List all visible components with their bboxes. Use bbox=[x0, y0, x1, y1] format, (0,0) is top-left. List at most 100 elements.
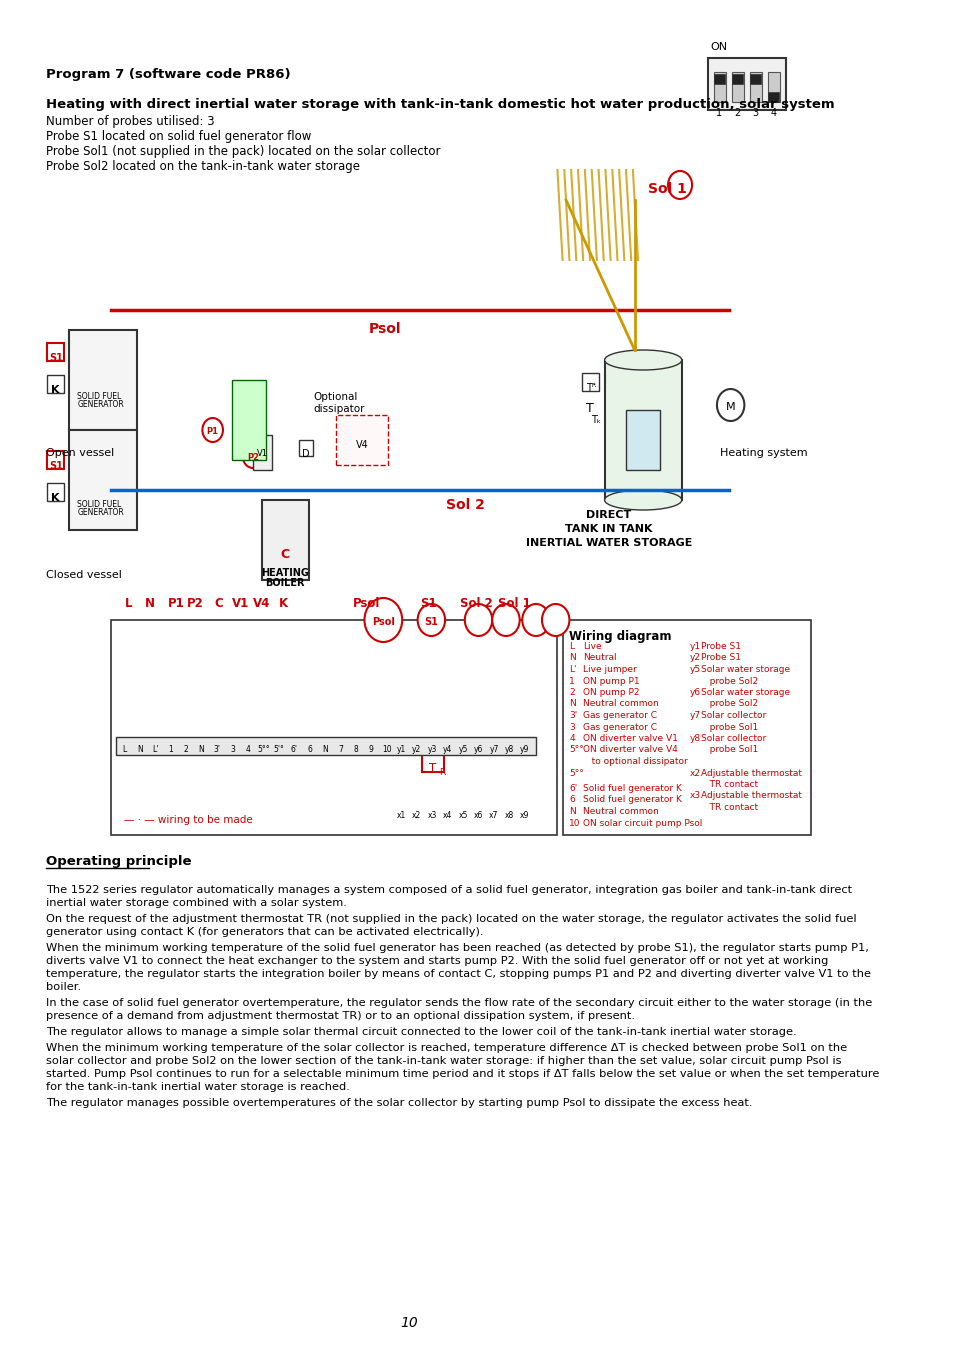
Text: GENERATOR: GENERATOR bbox=[77, 508, 124, 517]
Text: When the minimum working temperature of the solid fuel generator has been reache: When the minimum working temperature of … bbox=[47, 944, 868, 953]
Text: N: N bbox=[145, 597, 155, 610]
Text: 5°°: 5°° bbox=[569, 768, 583, 778]
Circle shape bbox=[202, 418, 223, 441]
Text: N: N bbox=[569, 653, 576, 663]
Text: Neutral: Neutral bbox=[582, 653, 617, 663]
Text: Solid fuel generator K: Solid fuel generator K bbox=[582, 784, 681, 792]
Text: 3: 3 bbox=[230, 745, 234, 755]
Circle shape bbox=[242, 444, 263, 468]
Text: 8: 8 bbox=[354, 745, 358, 755]
Text: solar collector and probe Sol2 on the lower section of the tank-in-tank water st: solar collector and probe Sol2 on the lo… bbox=[47, 1056, 841, 1066]
Text: K: K bbox=[278, 597, 287, 610]
FancyBboxPatch shape bbox=[47, 451, 64, 468]
Text: diverts valve V1 to connect the heat exchanger to the system and starts pump P2.: diverts valve V1 to connect the heat exc… bbox=[47, 956, 828, 967]
Text: Psol: Psol bbox=[369, 323, 401, 336]
Text: Heating system: Heating system bbox=[720, 448, 807, 458]
Text: SOLID FUEL: SOLID FUEL bbox=[77, 500, 121, 509]
Text: P1: P1 bbox=[207, 427, 218, 436]
Text: 3: 3 bbox=[752, 108, 758, 117]
Text: V4: V4 bbox=[253, 597, 270, 610]
Text: S1: S1 bbox=[49, 352, 63, 363]
Text: L: L bbox=[122, 745, 127, 755]
Bar bbox=[335, 414, 387, 464]
Text: On the request of the adjustment thermostat TR (not supplied in the pack) locate: On the request of the adjustment thermos… bbox=[47, 914, 856, 923]
Text: y7: y7 bbox=[689, 711, 700, 720]
Text: Heating with direct inertial water storage with tank-in-tank domestic hot water : Heating with direct inertial water stora… bbox=[47, 99, 834, 111]
Text: T: T bbox=[585, 401, 594, 414]
Text: 6': 6' bbox=[569, 784, 578, 792]
Text: ON solar circuit pump Psol: ON solar circuit pump Psol bbox=[582, 818, 701, 828]
Text: L: L bbox=[569, 643, 574, 651]
Bar bbox=[115, 737, 536, 755]
Text: Live: Live bbox=[582, 643, 601, 651]
Text: Probe S1: Probe S1 bbox=[700, 643, 740, 651]
FancyBboxPatch shape bbox=[581, 373, 598, 391]
Text: probe Sol2: probe Sol2 bbox=[700, 676, 758, 686]
Ellipse shape bbox=[604, 490, 681, 510]
Text: BOILER: BOILER bbox=[265, 578, 304, 589]
Text: N: N bbox=[198, 745, 204, 755]
Text: N: N bbox=[569, 807, 576, 815]
Text: Tᴿ: Tᴿ bbox=[585, 383, 596, 393]
Text: x2: x2 bbox=[689, 768, 700, 778]
Text: ON diverter valve V4: ON diverter valve V4 bbox=[582, 745, 678, 755]
Text: ON pump P1: ON pump P1 bbox=[582, 676, 639, 686]
Text: 5°°: 5°° bbox=[569, 745, 583, 755]
Text: 10: 10 bbox=[569, 818, 580, 828]
Text: Optional: Optional bbox=[313, 392, 357, 402]
FancyBboxPatch shape bbox=[47, 343, 64, 360]
Text: — · — wiring to be made: — · — wiring to be made bbox=[124, 815, 253, 825]
Text: 1: 1 bbox=[569, 676, 575, 686]
Circle shape bbox=[364, 598, 402, 643]
Text: y8: y8 bbox=[504, 745, 514, 755]
Text: TR contact: TR contact bbox=[700, 803, 758, 811]
Text: M: M bbox=[725, 402, 735, 412]
Text: probe Sol2: probe Sol2 bbox=[700, 699, 758, 709]
Text: temperature, the regulator starts the integration boiler by means of contact C, : temperature, the regulator starts the in… bbox=[47, 969, 870, 979]
Text: Probe S1 located on solid fuel generator flow: Probe S1 located on solid fuel generator… bbox=[47, 130, 312, 143]
Circle shape bbox=[464, 603, 492, 636]
Text: x1: x1 bbox=[396, 810, 406, 819]
Text: 3: 3 bbox=[569, 722, 575, 732]
Text: D: D bbox=[302, 450, 310, 459]
Bar bbox=[69, 431, 137, 531]
Text: GENERATOR: GENERATOR bbox=[77, 400, 124, 409]
Text: x4: x4 bbox=[442, 810, 452, 819]
Text: P2: P2 bbox=[187, 597, 204, 610]
Text: Live jumper: Live jumper bbox=[582, 666, 637, 674]
Text: 5'°: 5'° bbox=[273, 745, 284, 755]
Text: started. Pump Psol continues to run for a selectable minimum time period and it : started. Pump Psol continues to run for … bbox=[47, 1069, 879, 1079]
Text: inertial water storage combined with a solar system.: inertial water storage combined with a s… bbox=[47, 898, 347, 909]
Bar bbox=[112, 620, 557, 836]
Text: Solar water storage: Solar water storage bbox=[700, 666, 790, 674]
Bar bbox=[731, 72, 742, 103]
Text: Adjustable thermostat: Adjustable thermostat bbox=[700, 791, 801, 801]
Text: TR contact: TR contact bbox=[700, 780, 758, 788]
Bar bbox=[253, 435, 272, 470]
Bar bbox=[562, 620, 810, 836]
Text: x3: x3 bbox=[427, 810, 436, 819]
Circle shape bbox=[417, 603, 445, 636]
Text: x3: x3 bbox=[689, 791, 700, 801]
Text: y7: y7 bbox=[489, 745, 498, 755]
Bar bbox=[767, 72, 779, 103]
Text: probe Sol1: probe Sol1 bbox=[700, 722, 758, 732]
Text: 4: 4 bbox=[245, 745, 250, 755]
Text: y4: y4 bbox=[442, 745, 452, 755]
Text: presence of a demand from adjustment thermostat TR) or to an optional dissipatio: presence of a demand from adjustment the… bbox=[47, 1011, 635, 1021]
Ellipse shape bbox=[604, 350, 681, 370]
Text: Number of probes utilised: 3: Number of probes utilised: 3 bbox=[47, 115, 214, 128]
Text: K: K bbox=[51, 493, 60, 504]
Text: ON pump P2: ON pump P2 bbox=[582, 688, 639, 697]
Text: DIRECT: DIRECT bbox=[586, 510, 631, 520]
Text: The regulator allows to manage a simple solar thermal circuit connected to the l: The regulator allows to manage a simple … bbox=[47, 1027, 796, 1037]
Text: Tₖ: Tₖ bbox=[591, 414, 600, 425]
Text: Wiring diagram: Wiring diagram bbox=[569, 630, 671, 643]
Text: Closed vessel: Closed vessel bbox=[47, 570, 122, 580]
Text: 1: 1 bbox=[716, 108, 721, 117]
Text: Solar water storage: Solar water storage bbox=[700, 688, 790, 697]
Text: x2: x2 bbox=[412, 810, 421, 819]
Bar bbox=[713, 72, 724, 103]
Text: dissipator: dissipator bbox=[313, 404, 364, 414]
Text: L': L' bbox=[152, 745, 158, 755]
